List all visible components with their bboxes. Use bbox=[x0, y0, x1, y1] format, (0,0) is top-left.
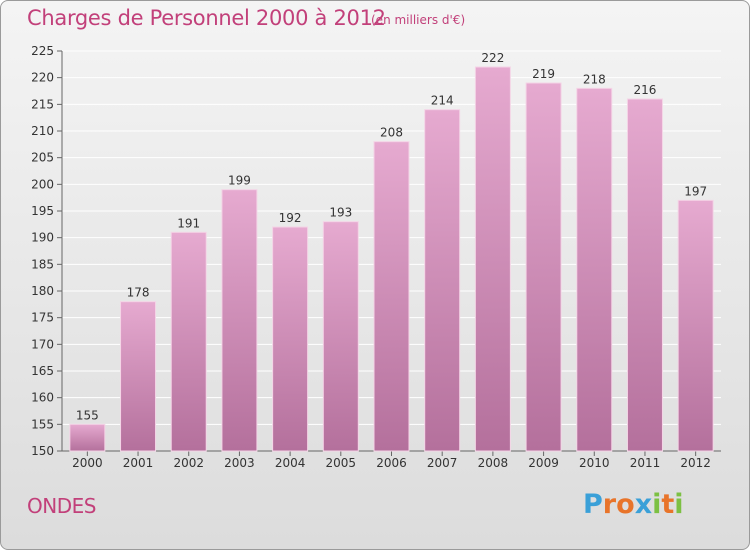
bar-value-label: 218 bbox=[583, 72, 606, 86]
x-tick-label: 2000 bbox=[72, 456, 103, 470]
bar bbox=[69, 423, 106, 452]
bar-value-label: 192 bbox=[279, 211, 302, 225]
x-tick-label: 2006 bbox=[376, 456, 407, 470]
logo-letter: t bbox=[661, 489, 675, 520]
x-tick-label: 2010 bbox=[579, 456, 610, 470]
bar-value-label: 219 bbox=[532, 67, 555, 81]
y-tick-label: 155 bbox=[31, 417, 54, 431]
bar bbox=[120, 301, 157, 452]
logo-letter: r bbox=[602, 489, 617, 520]
x-tick-label: 2001 bbox=[123, 456, 154, 470]
bar-value-label: 193 bbox=[329, 206, 352, 220]
y-tick-label: 210 bbox=[31, 124, 54, 138]
x-tick-label: 2012 bbox=[680, 456, 711, 470]
bar bbox=[525, 82, 562, 452]
bar bbox=[424, 109, 461, 452]
y-tick-label: 205 bbox=[31, 151, 54, 165]
bar-value-label: 191 bbox=[177, 216, 200, 230]
bar-value-label: 199 bbox=[228, 174, 251, 188]
x-tick-label: 2005 bbox=[326, 456, 357, 470]
bar-value-label: 214 bbox=[431, 94, 454, 108]
bar-value-label: 155 bbox=[76, 408, 99, 422]
y-tick-label: 175 bbox=[31, 311, 54, 325]
logo-letter: x bbox=[634, 489, 653, 520]
proxiti-logo: Proxiti bbox=[583, 489, 684, 520]
bar-value-label: 197 bbox=[684, 184, 707, 198]
x-tick-label: 2007 bbox=[427, 456, 458, 470]
x-tick-label: 2003 bbox=[224, 456, 255, 470]
commune-name: ONDES bbox=[27, 494, 96, 518]
y-tick-label: 160 bbox=[31, 391, 54, 405]
bar bbox=[677, 199, 714, 452]
x-tick-label: 2009 bbox=[528, 456, 559, 470]
logo-letter: i bbox=[652, 489, 662, 520]
y-tick-label: 220 bbox=[31, 71, 54, 85]
logo-letter: i bbox=[674, 489, 684, 520]
bar-value-label: 178 bbox=[127, 286, 150, 300]
y-tick-label: 200 bbox=[31, 177, 54, 191]
x-tick-label: 2008 bbox=[478, 456, 509, 470]
bar bbox=[322, 221, 359, 452]
bar bbox=[221, 189, 258, 452]
bar-value-label: 216 bbox=[634, 83, 657, 97]
x-tick-label: 2002 bbox=[173, 456, 204, 470]
bar bbox=[170, 231, 207, 452]
y-tick-label: 150 bbox=[31, 444, 54, 458]
logo-letter: o bbox=[616, 489, 635, 520]
x-tick-label: 2011 bbox=[630, 456, 661, 470]
y-tick-label: 180 bbox=[31, 284, 54, 298]
chart-subtitle: (en milliers d'€) bbox=[371, 13, 466, 27]
bar bbox=[474, 66, 511, 452]
y-tick-label: 225 bbox=[31, 44, 54, 58]
y-tick-label: 190 bbox=[31, 231, 54, 245]
y-tick-label: 195 bbox=[31, 204, 54, 218]
y-tick-label: 215 bbox=[31, 97, 54, 111]
chart-title: Charges de Personnel 2000 à 2012 bbox=[27, 6, 386, 30]
y-tick-label: 170 bbox=[31, 337, 54, 351]
bar-value-label: 222 bbox=[481, 51, 504, 65]
axes: 150 155 160 165 170 175 180 185 190 195 200 205 210 2… bbox=[31, 44, 721, 470]
bar-value-label: 208 bbox=[380, 126, 403, 140]
bars: 155 178 191 199 192 193 208 214 222 219 218 216 197 bbox=[69, 51, 714, 452]
y-tick-label: 185 bbox=[31, 257, 54, 271]
bar bbox=[272, 226, 309, 452]
y-tick-label: 165 bbox=[31, 364, 54, 378]
bar bbox=[626, 98, 663, 452]
x-tick-label: 2004 bbox=[275, 456, 306, 470]
logo-letter: P bbox=[583, 489, 603, 520]
bar bbox=[576, 87, 613, 452]
bar bbox=[373, 141, 410, 452]
